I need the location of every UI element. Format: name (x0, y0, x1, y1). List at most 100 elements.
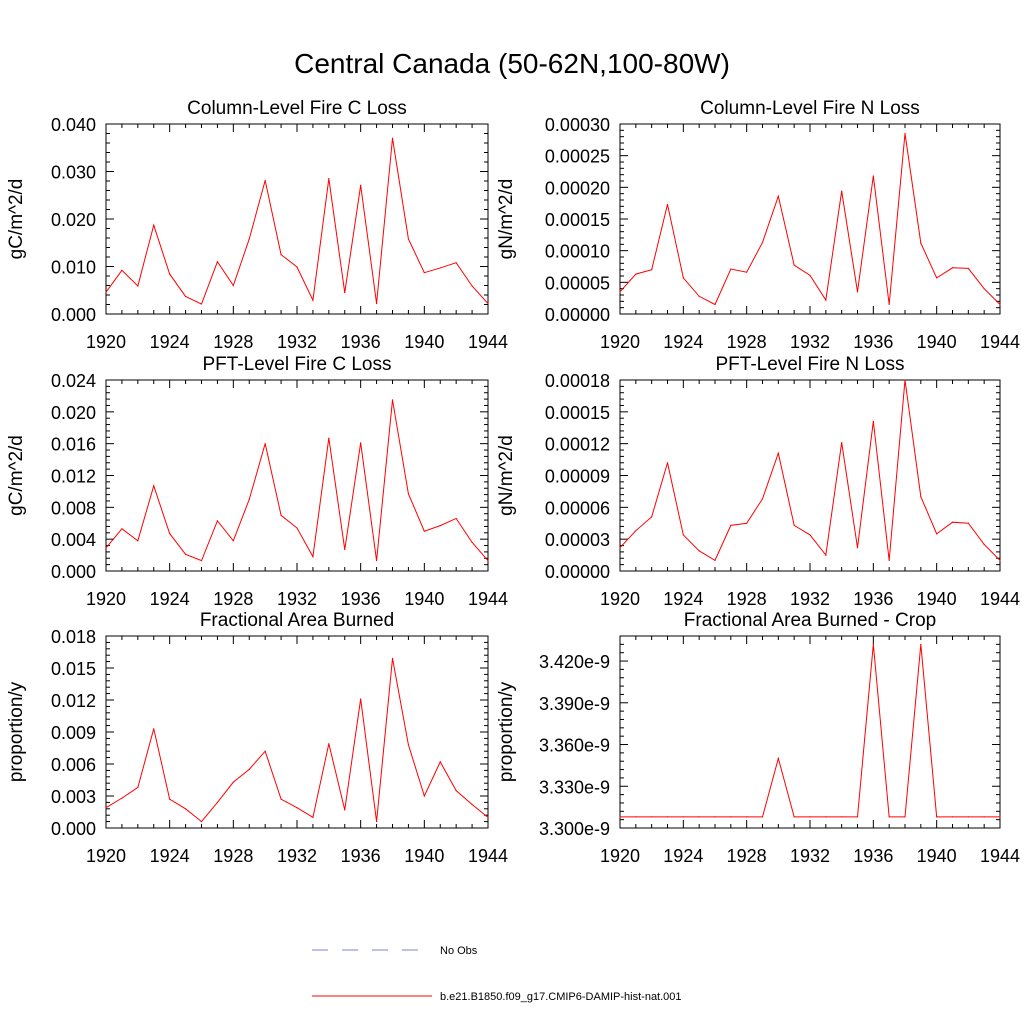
data-point (951, 521, 954, 523)
plot-frame (105, 379, 489, 572)
data-point (344, 548, 346, 551)
data-point (184, 553, 187, 555)
data-point (216, 520, 219, 522)
data-point (619, 816, 621, 818)
data-point (714, 559, 716, 561)
data-point (714, 816, 716, 818)
y-axis-label: proportion/y (496, 681, 517, 782)
data-point (983, 543, 985, 546)
data-point (280, 514, 282, 516)
y-tick-label: 0.00020 (545, 178, 610, 198)
y-tick-label: 0.000 (51, 819, 96, 839)
panel-title: Fractional Area Burned - Crop (684, 610, 936, 631)
data-point (746, 522, 748, 524)
data-point (169, 273, 171, 275)
y-tick-label: 0.020 (51, 403, 96, 423)
x-tick-label: 1932 (790, 332, 830, 352)
data-point (296, 527, 298, 529)
data-point (825, 816, 827, 818)
data-point (487, 302, 489, 305)
data-point (619, 291, 621, 293)
series-line (619, 379, 1001, 562)
data-point (391, 399, 394, 401)
data-point (777, 757, 779, 760)
panel-title: PFT-Level Fire C Loss (203, 354, 392, 375)
data-point (153, 485, 155, 487)
data-point (967, 267, 969, 269)
data-point (682, 534, 684, 536)
data-point (153, 728, 155, 730)
data-point (761, 498, 764, 500)
data-point (619, 547, 621, 549)
y-tick-label: 0.008 (51, 498, 96, 518)
data-point (105, 291, 107, 293)
data-point (983, 288, 985, 290)
data-point (312, 299, 314, 301)
data-point (344, 292, 346, 294)
data-point (169, 532, 171, 535)
x-tick-label: 1936 (341, 332, 381, 352)
data-point (121, 528, 123, 530)
x-tick-label: 1944 (980, 846, 1020, 866)
data-point (888, 559, 890, 561)
x-tick-label: 1932 (790, 846, 830, 866)
data-point (872, 420, 874, 422)
chart-panel-5: 1920 1924 1928 1932 1936 1940 1944 0.000 0.003 0.… (6, 610, 508, 866)
data-point (967, 816, 969, 818)
chart-panels: 1920 1924 1928 1932 1936 1940 1944 0.000 0.010 0.… (6, 98, 1020, 866)
data-point (248, 768, 250, 770)
y-tick-label: 0.00000 (545, 305, 610, 325)
data-point (248, 498, 250, 500)
data-point (714, 303, 716, 306)
data-point (375, 560, 378, 562)
data-point (232, 781, 234, 783)
y-tick-label: 0.00018 (545, 371, 610, 391)
data-point (455, 517, 457, 520)
data-point (999, 303, 1001, 306)
series-line (105, 138, 489, 305)
x-tick-label: 1928 (213, 332, 253, 352)
data-point (777, 195, 779, 197)
data-point (651, 516, 653, 518)
figure-title: Central Canada (50-62N,100-80W) (294, 48, 730, 79)
data-point (809, 534, 811, 536)
data-point (635, 530, 637, 532)
data-point (264, 750, 266, 752)
y-axis-label: gN/m^2/d (496, 179, 517, 260)
data-point (983, 816, 985, 818)
chart-panel-3: 1920 1924 1928 1932 1936 1940 1944 0.000 0.004 0.… (6, 354, 508, 609)
data-point (439, 267, 441, 269)
data-point (216, 801, 219, 804)
y-tick-label: 0.00012 (545, 435, 610, 455)
y-tick-label: 0.00006 (545, 498, 610, 518)
x-tick-label: 1928 (213, 846, 253, 866)
data-point (344, 809, 346, 811)
data-point (137, 285, 139, 287)
data-point (328, 437, 330, 439)
data-point (312, 816, 314, 818)
x-tick-label: 1936 (853, 589, 893, 609)
x-tick-label: 1944 (468, 589, 508, 609)
data-point (137, 540, 139, 542)
data-point (232, 540, 234, 542)
data-point (651, 816, 653, 818)
data-point (761, 241, 764, 244)
data-point (809, 816, 811, 818)
data-point (232, 284, 234, 287)
data-point (105, 807, 107, 809)
y-tick-label: 0.00025 (545, 147, 610, 167)
x-tick-label: 1932 (277, 589, 317, 609)
y-tick-label: 0.016 (51, 435, 96, 455)
y-tick-label: 0.000 (51, 562, 96, 582)
y-tick-label: 0.004 (51, 530, 96, 550)
legend-label: No Obs (440, 945, 478, 957)
data-point (328, 743, 330, 745)
data-point (872, 643, 874, 645)
y-tick-label: 3.330e-9 (539, 777, 610, 797)
data-point (746, 816, 748, 818)
plot-frame (105, 123, 489, 315)
y-tick-label: 0.00009 (545, 467, 610, 487)
data-point (455, 790, 457, 792)
data-point (856, 291, 859, 293)
